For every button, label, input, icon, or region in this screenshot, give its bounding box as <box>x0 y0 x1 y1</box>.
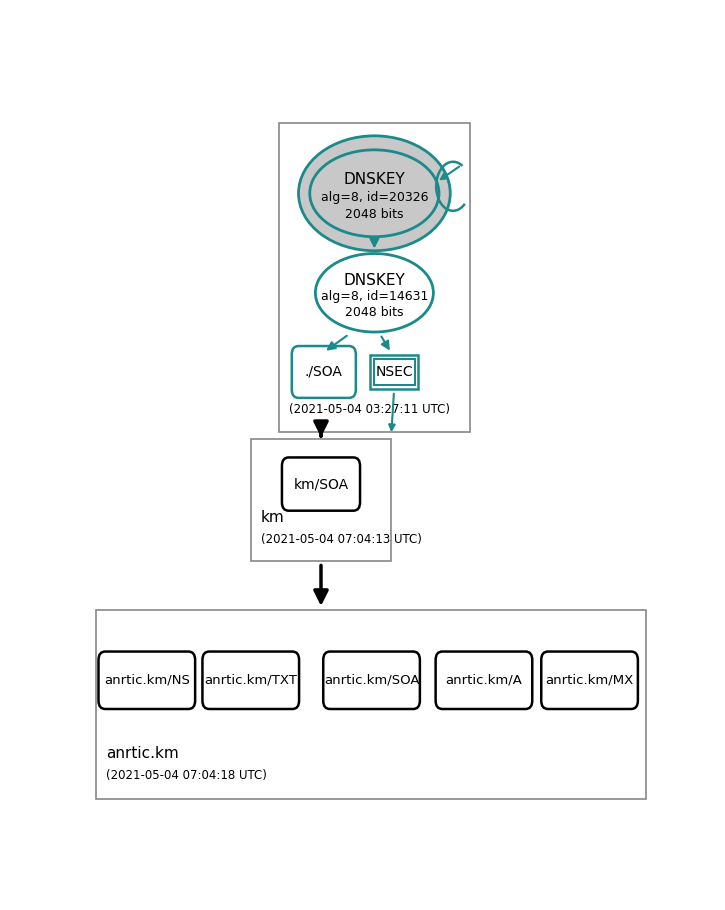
FancyBboxPatch shape <box>323 652 420 709</box>
Text: (2021-05-04 03:27:11 UTC): (2021-05-04 03:27:11 UTC) <box>289 403 450 416</box>
Text: km: km <box>261 510 285 525</box>
FancyBboxPatch shape <box>282 458 360 511</box>
Text: (2021-05-04 07:04:18 UTC): (2021-05-04 07:04:18 UTC) <box>107 769 268 782</box>
Ellipse shape <box>310 150 439 237</box>
Text: DNSKEY: DNSKEY <box>344 172 405 187</box>
FancyBboxPatch shape <box>279 123 470 431</box>
FancyBboxPatch shape <box>370 355 418 389</box>
Text: alg=8, id=20326: alg=8, id=20326 <box>320 191 428 204</box>
FancyBboxPatch shape <box>96 611 646 799</box>
Text: anrtic.km: anrtic.km <box>107 746 179 761</box>
FancyBboxPatch shape <box>99 652 195 709</box>
FancyBboxPatch shape <box>291 346 356 398</box>
FancyArrowPatch shape <box>441 167 459 179</box>
FancyArrowPatch shape <box>315 421 327 436</box>
FancyBboxPatch shape <box>436 652 532 709</box>
Text: DNSKEY: DNSKEY <box>344 273 405 288</box>
Text: alg=8, id=14631: alg=8, id=14631 <box>320 290 428 304</box>
Text: ./SOA: ./SOA <box>305 365 343 379</box>
Text: .: . <box>289 380 294 395</box>
FancyArrowPatch shape <box>370 238 378 246</box>
FancyArrowPatch shape <box>381 337 389 349</box>
Text: km/SOA: km/SOA <box>294 477 349 491</box>
Text: NSEC: NSEC <box>376 365 413 379</box>
FancyArrowPatch shape <box>328 336 347 349</box>
FancyBboxPatch shape <box>373 359 415 385</box>
Text: 2048 bits: 2048 bits <box>345 207 404 221</box>
Text: anrtic.km/TXT: anrtic.km/TXT <box>204 673 297 687</box>
Text: 2048 bits: 2048 bits <box>345 306 404 318</box>
Text: anrtic.km/MX: anrtic.km/MX <box>545 673 634 687</box>
FancyBboxPatch shape <box>251 439 392 561</box>
FancyBboxPatch shape <box>202 652 299 709</box>
Ellipse shape <box>315 254 434 332</box>
FancyArrowPatch shape <box>389 394 394 430</box>
Text: (2021-05-04 07:04:13 UTC): (2021-05-04 07:04:13 UTC) <box>261 532 422 546</box>
Ellipse shape <box>299 136 450 251</box>
FancyArrowPatch shape <box>315 565 327 602</box>
FancyBboxPatch shape <box>542 652 638 709</box>
Text: anrtic.km/A: anrtic.km/A <box>445 673 523 687</box>
Text: anrtic.km/NS: anrtic.km/NS <box>104 673 190 687</box>
Text: anrtic.km/SOA: anrtic.km/SOA <box>324 673 419 687</box>
